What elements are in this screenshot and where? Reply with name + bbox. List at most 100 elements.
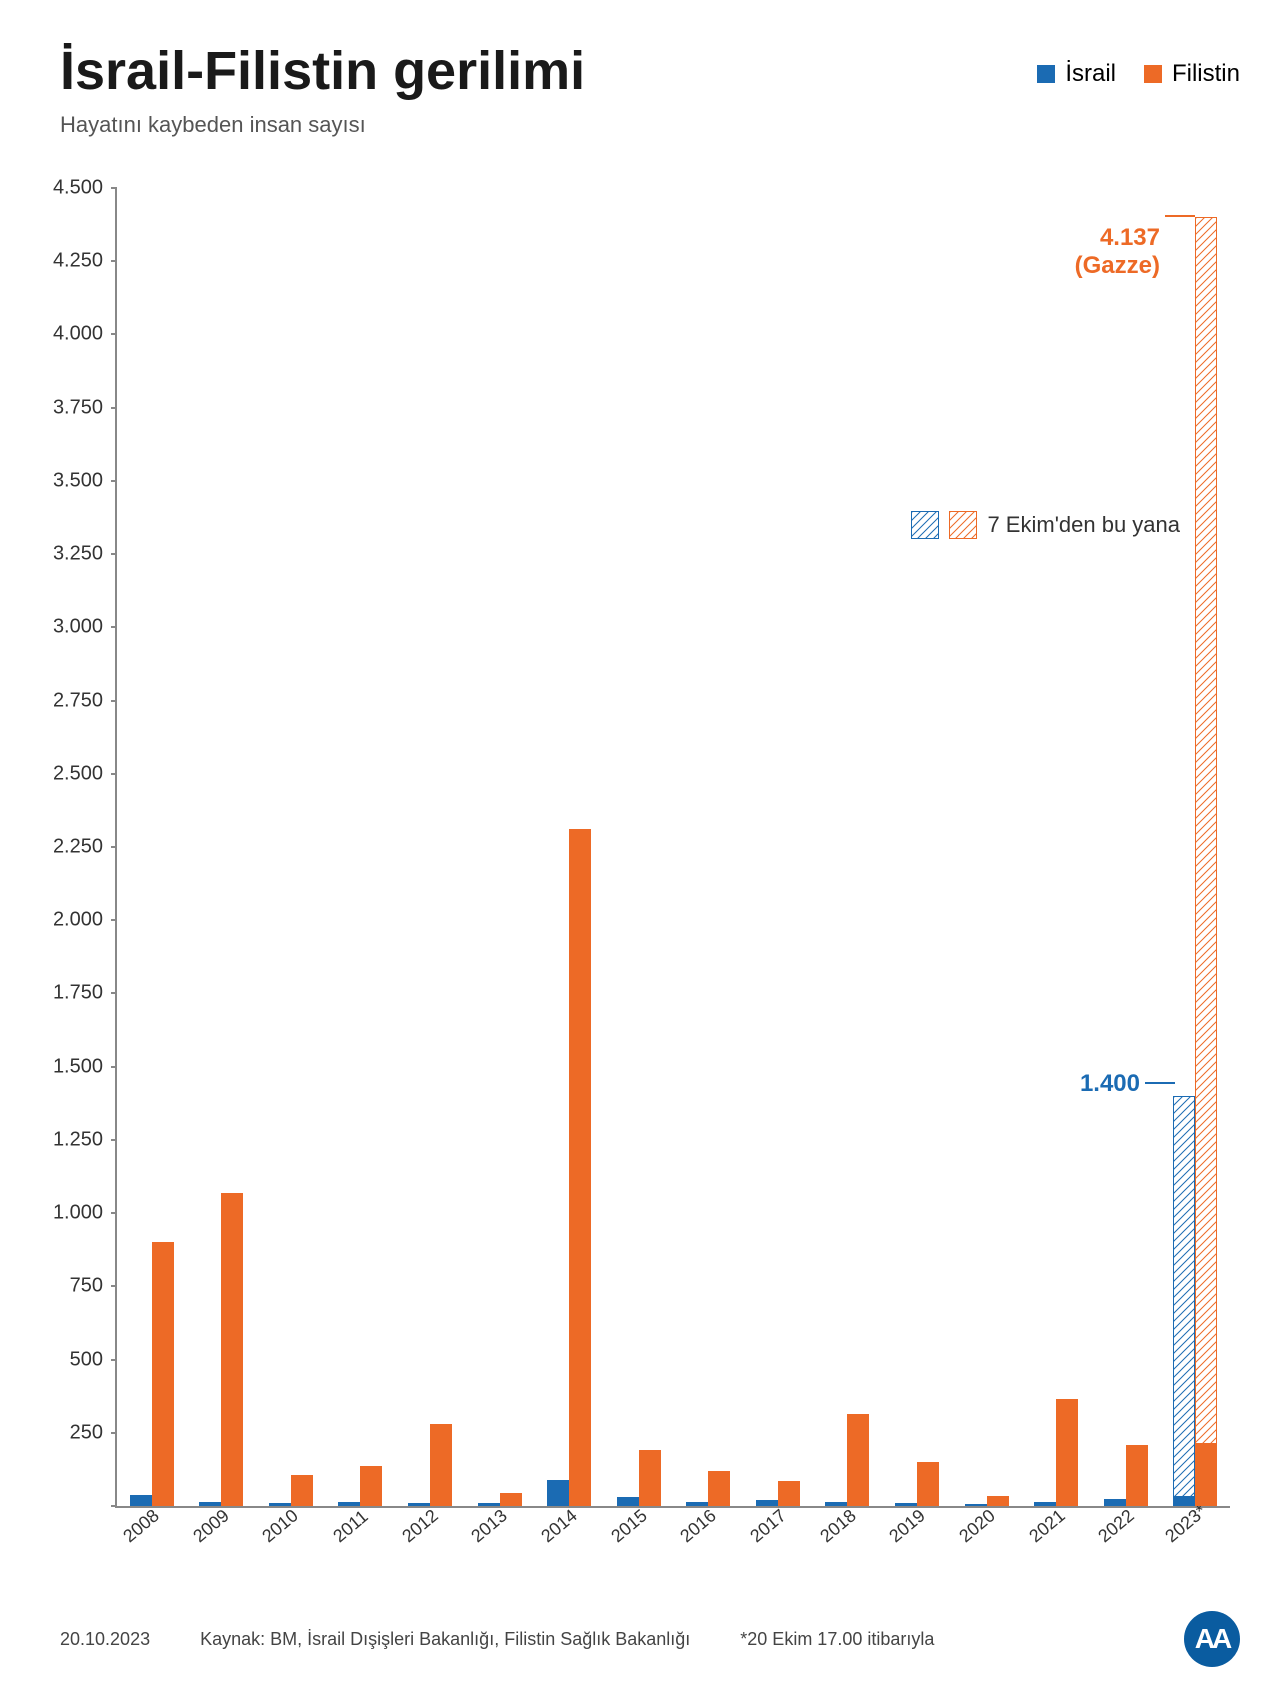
y-tick-mark xyxy=(111,1212,117,1214)
y-tick-label: 1.500 xyxy=(53,1055,103,1078)
legend-label-israel: İsrail xyxy=(1065,60,1116,88)
bar-israel xyxy=(756,1500,778,1506)
y-tick-mark xyxy=(111,992,117,994)
bar-israel xyxy=(825,1502,847,1506)
y-tick-mark xyxy=(111,1432,117,1434)
bar-palestine xyxy=(1126,1445,1148,1507)
x-tick-label: 2018 xyxy=(816,1505,876,1566)
y-tick-mark xyxy=(111,1139,117,1141)
callout-israel-2023: 1.400 xyxy=(1080,1070,1140,1098)
y-tick-mark xyxy=(111,480,117,482)
legend-hatched: 7 Ekim'den bu yana xyxy=(911,511,1180,539)
y-tick-mark xyxy=(111,553,117,555)
year-group xyxy=(604,188,674,1506)
bar-israel xyxy=(1034,1502,1056,1506)
y-tick-label: 3.000 xyxy=(53,616,103,639)
legend-item-israel: İsrail xyxy=(1037,60,1116,88)
chart-footer: 20.10.2023 Kaynak: BM, İsrail Dışişleri … xyxy=(60,1611,1240,1667)
bar-israel xyxy=(269,1503,291,1506)
y-tick-label: 2.000 xyxy=(53,909,103,932)
aa-logo-icon: AA xyxy=(1184,1611,1240,1667)
bar-israel xyxy=(895,1503,917,1507)
x-tick-label: 2015 xyxy=(607,1505,667,1566)
x-tick-label: 2010 xyxy=(258,1505,318,1566)
year-group xyxy=(534,188,604,1506)
year-group xyxy=(1021,188,1091,1506)
bar-palestine xyxy=(917,1462,939,1506)
legend-hatched-label: 7 Ekim'den bu yana xyxy=(987,512,1180,538)
legend-square-palestine xyxy=(1144,65,1162,83)
year-group xyxy=(326,188,396,1506)
x-tick-label: 2011 xyxy=(329,1506,388,1566)
y-tick-mark xyxy=(111,187,117,189)
callout-line xyxy=(1165,215,1195,217)
bar-palestine xyxy=(1056,1399,1078,1506)
y-tick-mark xyxy=(111,1066,117,1068)
legend-top: İsrail Filistin xyxy=(1037,60,1240,88)
y-tick-mark xyxy=(111,919,117,921)
y-tick-mark xyxy=(111,260,117,262)
x-tick-label: 2009 xyxy=(189,1505,249,1566)
bar-israel xyxy=(1173,1496,1195,1506)
year-group xyxy=(1160,188,1230,1506)
y-tick-mark xyxy=(111,1285,117,1287)
year-group xyxy=(674,188,744,1506)
y-tick-label: 2.750 xyxy=(53,689,103,712)
year-group xyxy=(465,188,535,1506)
bar-palestine xyxy=(639,1450,661,1506)
bar-palestine xyxy=(708,1471,730,1506)
bar-palestine xyxy=(430,1424,452,1506)
y-tick-mark xyxy=(111,626,117,628)
y-tick-label: 4.000 xyxy=(53,323,103,346)
y-tick-label: 4.500 xyxy=(53,177,103,200)
plot-region: 2505007501.0001.2501.5001.7502.0002.2502… xyxy=(115,188,1230,1508)
footer-note: *20 Ekim 17.00 itibarıyla xyxy=(740,1629,934,1650)
x-tick-label: 2017 xyxy=(746,1505,806,1566)
x-tick-label: 2020 xyxy=(955,1505,1015,1566)
bar-hatched-palestine-2023 xyxy=(1195,217,1217,1506)
y-tick-mark xyxy=(111,1505,117,1507)
y-tick-mark xyxy=(111,407,117,409)
bar-palestine xyxy=(1195,1443,1217,1506)
x-tick-label: 2014 xyxy=(537,1505,597,1566)
x-tick-label: 2008 xyxy=(119,1505,179,1566)
bar-israel xyxy=(1104,1499,1126,1506)
footer-date: 20.10.2023 xyxy=(60,1629,150,1650)
y-tick-mark xyxy=(111,700,117,702)
year-group xyxy=(1091,188,1161,1506)
year-group xyxy=(395,188,465,1506)
y-tick-label: 4.250 xyxy=(53,250,103,273)
callout-palestine-2023: 4.137(Gazze) xyxy=(1075,224,1160,280)
year-group xyxy=(117,188,187,1506)
bar-palestine xyxy=(500,1493,522,1506)
legend-item-palestine: Filistin xyxy=(1144,60,1240,88)
y-tick-label: 3.250 xyxy=(53,543,103,566)
bar-palestine xyxy=(221,1193,243,1506)
y-tick-label: 3.500 xyxy=(53,469,103,492)
year-group xyxy=(256,188,326,1506)
footer-source: Kaynak: BM, İsrail Dışişleri Bakanlığı, … xyxy=(200,1629,690,1650)
bar-israel xyxy=(547,1480,569,1506)
bar-palestine xyxy=(569,829,591,1506)
y-tick-label: 1.750 xyxy=(53,982,103,1005)
bar-palestine xyxy=(847,1414,869,1506)
year-group xyxy=(187,188,257,1506)
chart-subtitle: Hayatını kaybeden insan sayısı xyxy=(60,112,1240,138)
x-tick-label: 2012 xyxy=(398,1505,458,1566)
y-tick-mark xyxy=(111,846,117,848)
bar-israel xyxy=(199,1502,221,1506)
x-tick-label: 2019 xyxy=(886,1505,946,1566)
y-tick-label: 250 xyxy=(70,1421,103,1444)
legend-label-palestine: Filistin xyxy=(1172,60,1240,88)
bar-israel xyxy=(478,1503,500,1506)
bar-palestine xyxy=(987,1496,1009,1506)
bar-hatched-israel-2023 xyxy=(1173,1096,1195,1506)
bar-palestine xyxy=(152,1242,174,1506)
bar-palestine xyxy=(778,1481,800,1506)
x-tick-label: 2022 xyxy=(1095,1505,1155,1566)
y-tick-mark xyxy=(111,1359,117,1361)
year-group xyxy=(743,188,813,1506)
y-tick-label: 2.250 xyxy=(53,836,103,859)
bar-israel xyxy=(965,1504,987,1506)
year-group xyxy=(952,188,1022,1506)
